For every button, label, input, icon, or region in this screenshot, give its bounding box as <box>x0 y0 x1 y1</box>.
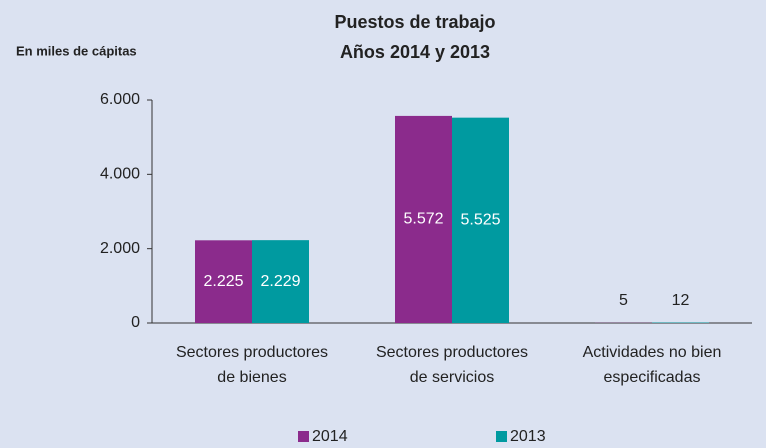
y-tick-label: 4.000 <box>100 166 140 183</box>
x-tick-label: de bienes <box>217 369 286 386</box>
x-tick-label: Sectores productores <box>376 344 528 361</box>
y-tick-label: 0 <box>131 314 140 331</box>
x-tick-label: Actividades no bien <box>583 344 722 361</box>
value-label: 5 <box>619 292 628 309</box>
x-tick-label: especificadas <box>604 369 701 386</box>
bar <box>252 240 309 323</box>
bar <box>452 117 509 323</box>
y-tick-label: 6.000 <box>100 91 140 108</box>
value-label: 2.229 <box>260 273 300 290</box>
x-tick-label: de servicios <box>410 369 494 386</box>
value-label: 5.525 <box>460 212 500 229</box>
legend-swatch <box>298 431 309 442</box>
legend-label: 2014 <box>312 428 348 445</box>
value-label: 12 <box>672 292 690 309</box>
chart-subtitle: Años 2014 y 2013 <box>340 42 490 62</box>
y-axis-label: En miles de cápitas <box>16 43 137 58</box>
chart-title: Puestos de trabajo <box>334 12 495 32</box>
bar <box>195 240 252 323</box>
legend-label: 2013 <box>510 428 546 445</box>
value-label: 2.225 <box>203 273 243 290</box>
bar <box>395 115 452 323</box>
y-tick-label: 2.000 <box>100 240 140 257</box>
legend-swatch <box>496 431 507 442</box>
value-label: 5.572 <box>403 211 443 228</box>
x-tick-label: Sectores productores <box>176 344 328 361</box>
